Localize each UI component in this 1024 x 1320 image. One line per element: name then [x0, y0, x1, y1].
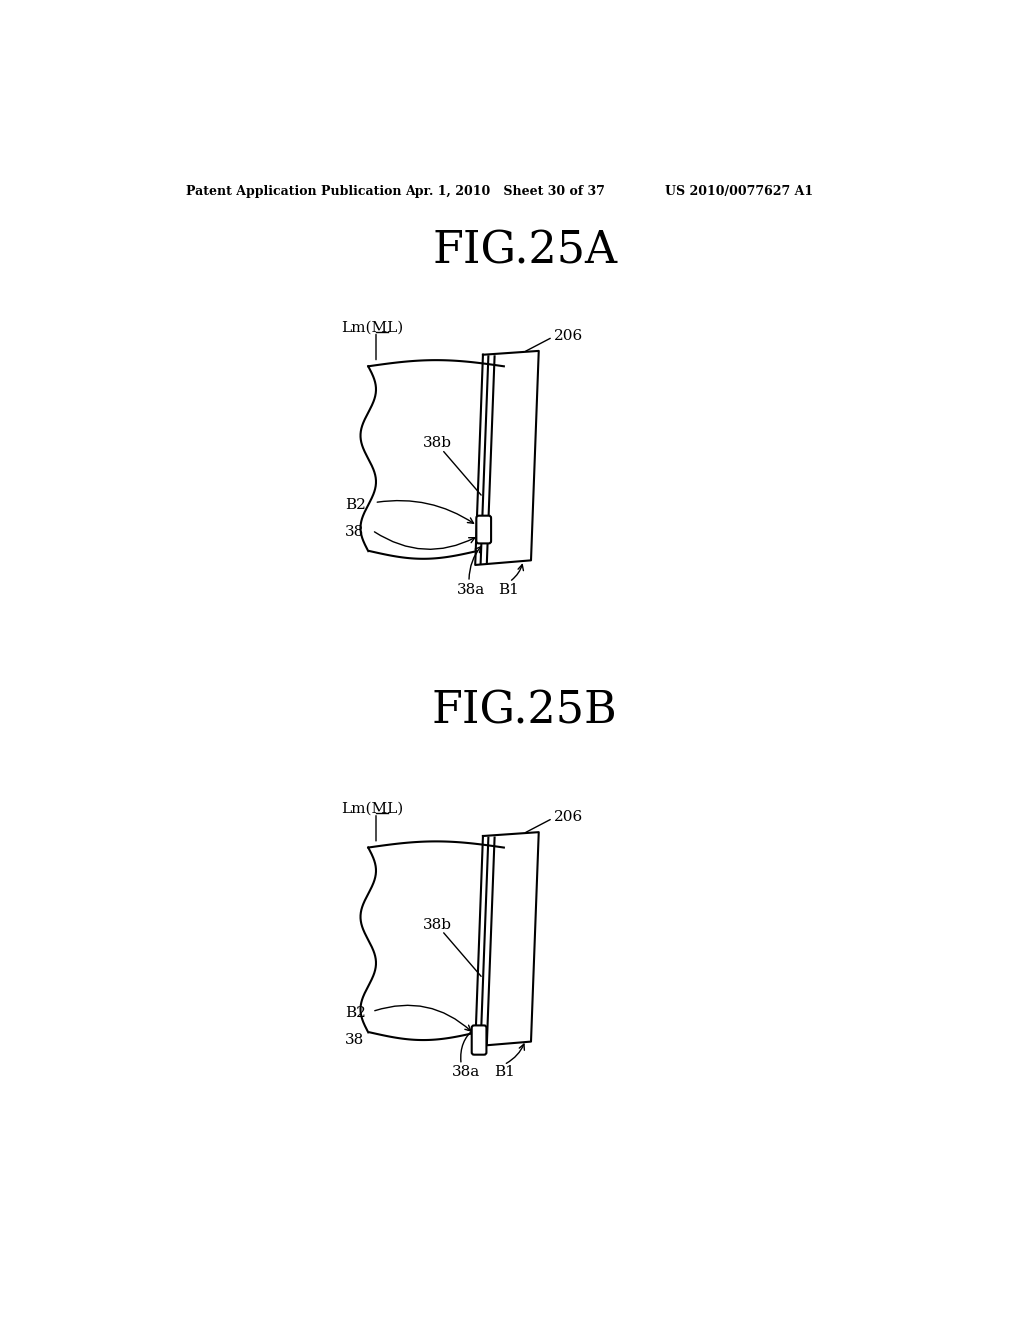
Text: 38b: 38b [423, 437, 452, 450]
FancyBboxPatch shape [476, 516, 492, 544]
FancyBboxPatch shape [472, 1026, 486, 1055]
Text: B1: B1 [499, 582, 519, 597]
Text: Patent Application Publication: Patent Application Publication [186, 185, 401, 198]
Text: B2: B2 [345, 1006, 366, 1020]
Text: 38b: 38b [423, 917, 452, 932]
Text: FIG.25B: FIG.25B [432, 689, 617, 733]
Text: 206: 206 [554, 809, 584, 824]
Text: Lm(ML): Lm(ML) [341, 803, 403, 816]
Text: 38: 38 [345, 525, 365, 539]
Text: 38a: 38a [458, 582, 485, 597]
Text: 206: 206 [554, 329, 584, 342]
Text: B2: B2 [345, 498, 366, 512]
Text: Apr. 1, 2010   Sheet 30 of 37: Apr. 1, 2010 Sheet 30 of 37 [406, 185, 605, 198]
Text: US 2010/0077627 A1: US 2010/0077627 A1 [665, 185, 813, 198]
Text: Lm(ML): Lm(ML) [341, 321, 403, 335]
Text: B1: B1 [494, 1065, 515, 1080]
Text: FIG.25A: FIG.25A [432, 230, 617, 272]
Text: 38a: 38a [452, 1065, 480, 1080]
Text: 38: 38 [345, 1034, 365, 1047]
